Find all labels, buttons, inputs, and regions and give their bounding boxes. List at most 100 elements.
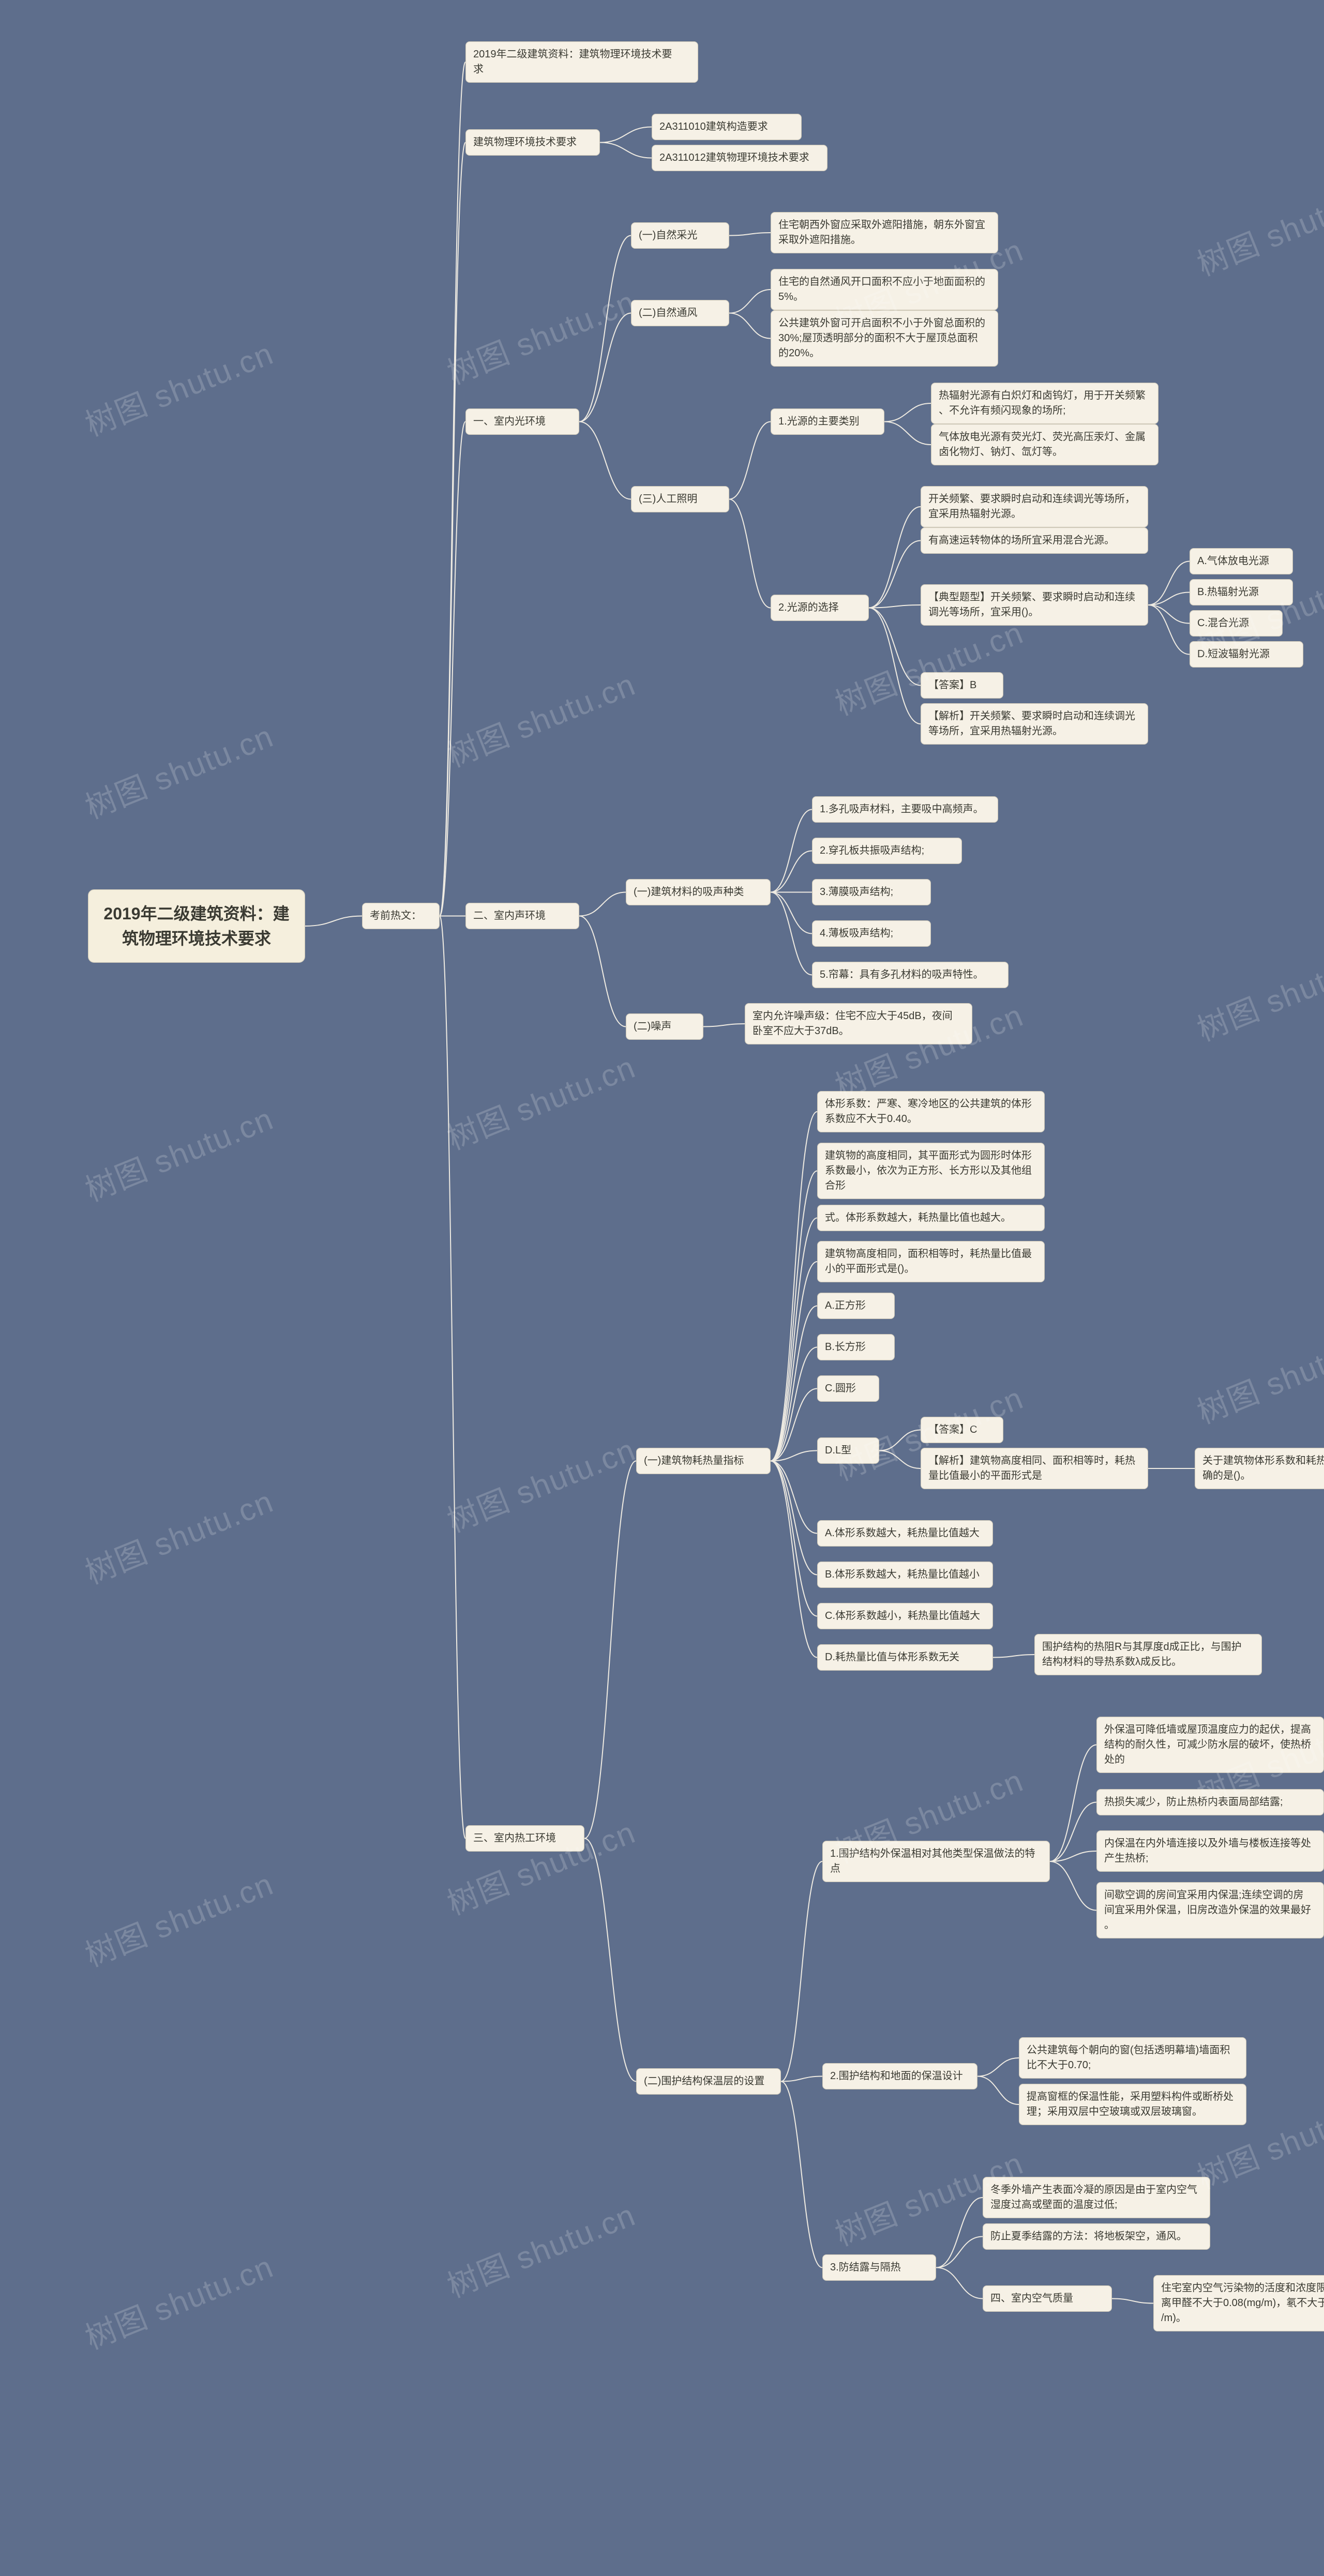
- edge: [1148, 605, 1190, 655]
- edge: [869, 608, 921, 724]
- watermark: 树图 shutu.cn: [440, 2190, 641, 2307]
- watermark: 树图 shutu.cn: [1190, 1316, 1324, 1433]
- node-s2a4: 4.薄板吸声结构;: [812, 920, 931, 947]
- watermark: 树图 shutu.cn: [78, 1477, 279, 1593]
- node-s3b3b: 防止夏季结露的方法：将地板架空，通风。: [983, 2223, 1210, 2250]
- node-s3b3a: 冬季外墙产生表面冷凝的原因是由于室内空气 湿度过高或壁面的温度过低;: [983, 2177, 1210, 2218]
- node-s1: 一、室内光环境: [465, 408, 579, 435]
- node-s3a12: D.耗热量比值与体形系数无关: [817, 1644, 993, 1671]
- edge: [729, 499, 771, 608]
- edge: [1050, 1802, 1096, 1862]
- edge: [440, 143, 465, 916]
- edge: [771, 1306, 817, 1461]
- edge: [729, 313, 771, 339]
- edge: [879, 1430, 921, 1451]
- edge: [579, 313, 631, 422]
- node-s3b3c1: 住宅室内空气污染物的活度和浓度限值为：游 离甲醛不大于0.08(mg/m)，氡不…: [1153, 2275, 1324, 2331]
- node-s3b2b: 提高窗框的保温性能，采用塑料构件或断桥处 理；采用双层中空玻璃或双层玻璃窗。: [1019, 2084, 1246, 2125]
- node-s3b: (二)围护结构保温层的设置: [636, 2068, 781, 2095]
- edge: [869, 507, 921, 608]
- node-optD: D.短波辐射光源: [1190, 641, 1303, 668]
- node-s3b2: 2.围护结构和地面的保温设计: [822, 2063, 977, 2089]
- edge: [440, 62, 465, 916]
- edge: [1050, 1745, 1096, 1862]
- edge: [440, 422, 465, 916]
- watermark: 树图 shutu.cn: [440, 660, 641, 776]
- node-s1c1a: 热辐射光源有白炽灯和卤钨灯，用于开关频繁 、不允许有频闪现象的场所;: [931, 383, 1158, 424]
- node-s1c1b: 气体放电光源有荧光灯、荧光高压汞灯、金属 卤化物灯、钠灯、氙灯等。: [931, 424, 1158, 465]
- edge: [977, 2058, 1019, 2077]
- edge: [771, 1461, 817, 1616]
- edge: [1148, 593, 1190, 605]
- node-s1a: (一)自然采光: [631, 222, 729, 249]
- edge: [884, 403, 931, 422]
- edge: [869, 541, 921, 608]
- node-s2b: (二)噪声: [626, 1013, 703, 1040]
- node-s3a10: B.体形系数越大，耗热量比值越小: [817, 1562, 993, 1588]
- node-s1b1: 住宅的自然通风开口面积不应小于地面面积的 5%。: [771, 269, 998, 310]
- edge: [869, 608, 921, 686]
- node-s1b2: 公共建筑外窗可开启面积不小于外窗总面积的 30%;屋顶透明部分的面积不大于屋顶总…: [771, 310, 998, 367]
- node-ansBexp: 【解析】开关频繁、要求瞬时启动和连续调光 等场所，宜采用热辐射光源。: [921, 703, 1148, 745]
- node-s1c2b: 有高速运转物体的场所宜采用混合光源。: [921, 527, 1148, 554]
- edge: [936, 2268, 983, 2299]
- node-s1c1: 1.光源的主要类别: [771, 408, 884, 435]
- edge: [1112, 2299, 1153, 2304]
- node-s1c2a: 开关频繁、要求瞬时启动和连续调光等场所， 宜采用热辐射光源。: [921, 486, 1148, 527]
- node-s3a7: C.圆形: [817, 1375, 879, 1402]
- watermark: 树图 shutu.cn: [78, 2242, 279, 2358]
- node-s2a2: 2.穿孔板共振吸声结构;: [812, 838, 962, 864]
- node-s3b3: 3.防结露与隔热: [822, 2254, 936, 2281]
- edge: [936, 2237, 983, 2268]
- edge: [579, 236, 631, 422]
- node-s3a11: C.体形系数越小，耗热量比值越大: [817, 1603, 993, 1629]
- edge: [729, 233, 771, 236]
- edge: [869, 605, 921, 608]
- edge: [1148, 605, 1190, 624]
- edge: [305, 916, 362, 927]
- node-s3a8c: 关于建筑物体形系数和耗热量比值的关系，正 确的是()。: [1195, 1448, 1324, 1489]
- node-ansB: 【答案】B: [921, 672, 1003, 699]
- node-s2: 二、室内声环境: [465, 903, 579, 929]
- node-title: 2019年二级建筑资料：建筑物理环境技术要 求: [465, 41, 698, 83]
- node-s2a5: 5.帘幕：具有多孔材料的吸声特性。: [812, 962, 1009, 988]
- watermark: 树图 shutu.cn: [78, 711, 279, 828]
- edge: [771, 1347, 817, 1461]
- edge: [579, 916, 626, 1027]
- node-kqrw: 考前热文：: [362, 903, 440, 929]
- node-s3a6: B.长方形: [817, 1334, 895, 1360]
- node-optB: B.热辐射光源: [1190, 579, 1293, 605]
- watermark: 树图 shutu.cn: [1190, 169, 1324, 285]
- edge: [771, 810, 812, 892]
- node-s2a: (一)建筑材料的吸声种类: [626, 879, 771, 905]
- node-s3a9: A.体形系数越大，耗热量比值越大: [817, 1520, 993, 1547]
- edge: [977, 2077, 1019, 2105]
- node-s3b1b: 热损失减少，防止热桥内表面局部结露;: [1096, 1789, 1324, 1815]
- node-s3a5: A.正方形: [817, 1293, 895, 1319]
- node-s3a: (一)建筑物耗热量指标: [636, 1448, 771, 1474]
- node-s1c: (三)人工照明: [631, 486, 729, 512]
- node-optC: C.混合光源: [1190, 610, 1283, 637]
- edge: [584, 1461, 636, 1839]
- node-s1a1: 住宅朝西外窗应采取外遮阳措施，朝东外窗宜 采取外遮阳措施。: [771, 212, 998, 253]
- edge: [1050, 1851, 1096, 1861]
- node-s3a8: D.L型: [817, 1437, 879, 1464]
- watermark: 树图 shutu.cn: [440, 1042, 641, 1159]
- node-s3b1d: 间歇空调的房间宜采用内保温;连续空调的房 间宜采用外保温，旧房改造外保温的效果最…: [1096, 1882, 1324, 1938]
- edge: [729, 290, 771, 313]
- node-s2a3: 3.薄膜吸声结构;: [812, 879, 931, 905]
- node-s3a1: 体形系数：严寒、寒冷地区的公共建筑的体形 系数应不大于0.40。: [817, 1091, 1045, 1132]
- edge: [1148, 562, 1190, 605]
- edge: [771, 892, 812, 934]
- edge: [771, 1171, 817, 1461]
- watermark: 树图 shutu.cn: [78, 1094, 279, 1210]
- node-root: 2019年二级建筑资料：建 筑物理环境技术要求: [88, 889, 305, 963]
- node-s2a1: 1.多孔吸声材料，主要吸中高频声。: [812, 796, 998, 823]
- edge: [440, 916, 465, 1839]
- watermark: 树图 shutu.cn: [78, 1859, 279, 1976]
- edge: [771, 1461, 817, 1658]
- edge: [729, 422, 771, 499]
- node-a1012: 2A311012建筑物理环境技术要求: [652, 145, 828, 171]
- edge: [771, 1218, 817, 1461]
- watermark: 树图 shutu.cn: [78, 329, 279, 445]
